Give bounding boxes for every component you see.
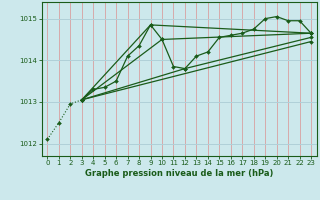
X-axis label: Graphe pression niveau de la mer (hPa): Graphe pression niveau de la mer (hPa) [85, 169, 273, 178]
